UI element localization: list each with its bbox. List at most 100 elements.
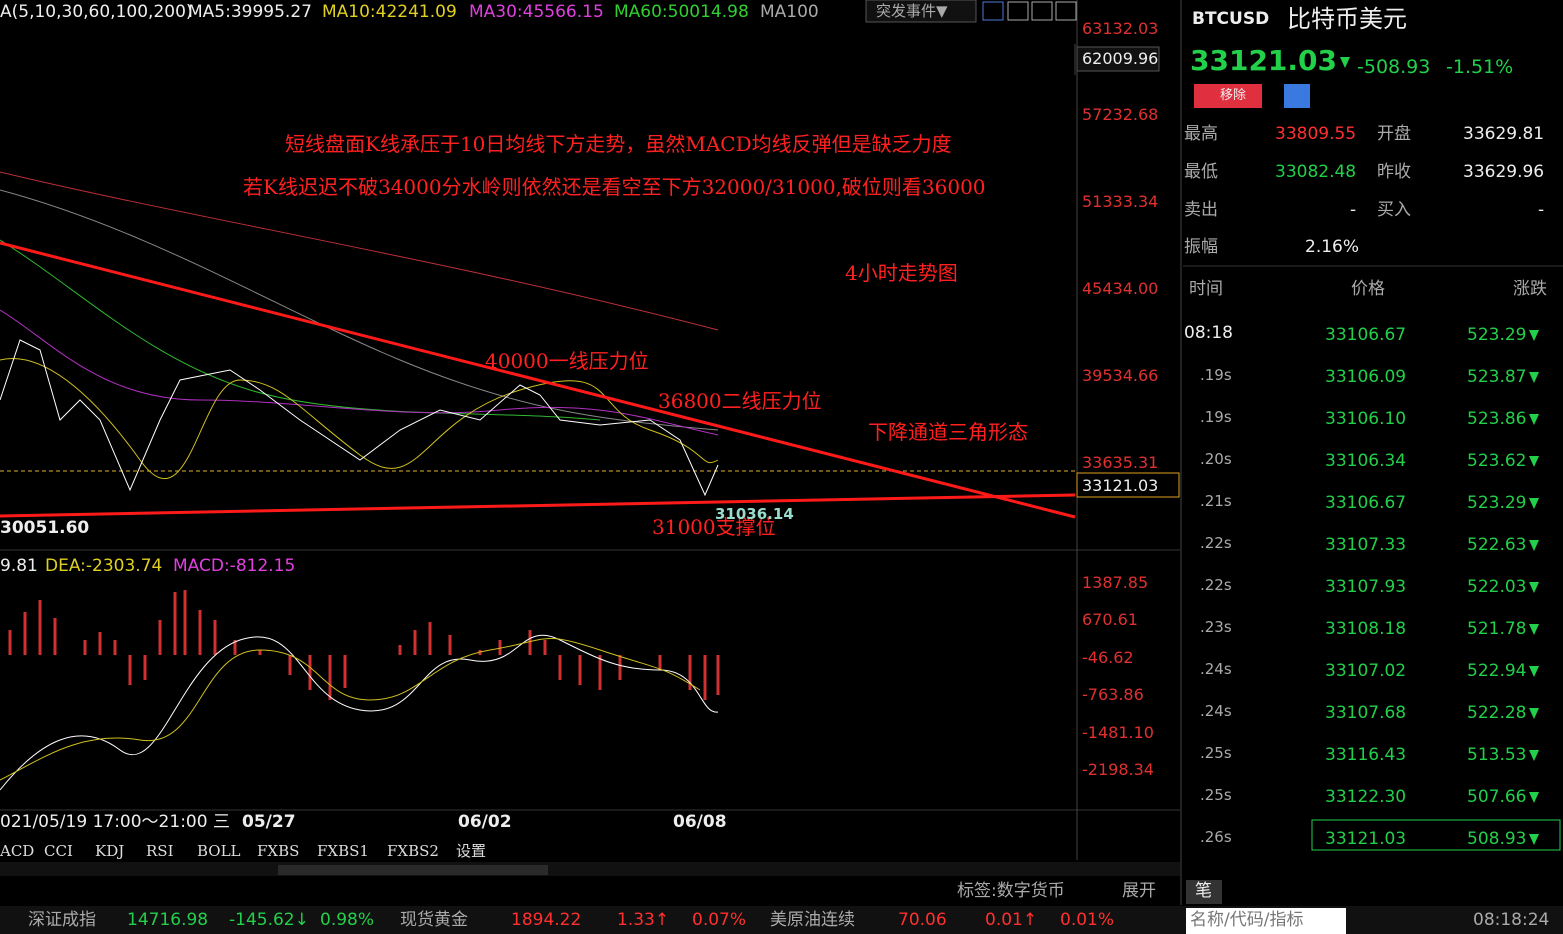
ticker-name: 美原油连续 <box>770 910 855 930</box>
support-line <box>0 493 1076 518</box>
ticker-value: 0.01% <box>1060 910 1115 930</box>
ma100 <box>0 189 719 431</box>
date-label: 05/27 <box>242 812 296 832</box>
ticker-value: 1.33↑ <box>617 910 670 930</box>
low-mark: 31036.14 <box>715 505 794 523</box>
trade-price: 33108.18 <box>1325 619 1407 639</box>
search[interactable]: 名称/代码/指标 <box>1190 910 1304 930</box>
macd: MACD:-812.15 <box>173 556 296 576</box>
macd-tick: -2198.34 <box>1082 760 1154 779</box>
date-label: 06/02 <box>458 812 512 832</box>
ma10: MA10:42241.09 <box>322 2 457 22</box>
trade-change: 522.63 <box>1467 534 1539 556</box>
remove-button[interactable] <box>1194 84 1262 108</box>
trend-line <box>0 241 1076 519</box>
stat-value: 2.16% <box>1305 237 1360 257</box>
trade-price: 33122.30 <box>1325 787 1407 807</box>
tab[interactable]: FXBS1 <box>317 842 369 860</box>
alert-button[interactable] <box>1284 84 1310 108</box>
dea: DEA:-2303.74 <box>45 556 163 576</box>
expand[interactable]: 展开 <box>1122 881 1156 901</box>
trade-price: 33107.68 <box>1325 703 1407 723</box>
stat-value: 33082.48 <box>1275 162 1357 182</box>
stat-value: 33629.81 <box>1463 124 1545 144</box>
ticker-name: 现货黄金 <box>400 910 468 930</box>
tab[interactable]: RSI <box>146 842 174 860</box>
price-line <box>0 339 719 497</box>
dif-line <box>0 634 719 791</box>
tab[interactable]: 设置 <box>456 842 487 860</box>
scrollbar[interactable] <box>0 862 1180 876</box>
ticker-value: 1894.22 <box>511 910 582 930</box>
pen[interactable]: 笔 <box>1195 881 1212 901</box>
pen-button[interactable] <box>1186 880 1222 904</box>
date-label: 021/05/19 17:00～21:00 三 <box>0 812 230 832</box>
stat-label: 买入 <box>1377 200 1411 220</box>
trade-change: 523.62 <box>1467 450 1539 472</box>
tab[interactable]: FXBS <box>257 842 300 860</box>
trade-price: 33106.67 <box>1325 493 1407 513</box>
price-tick: 62009.96 <box>1082 49 1159 68</box>
ticker-value: -145.62↓ <box>229 910 309 930</box>
tool-icon[interactable] <box>1055 1 1077 21</box>
trade-time: .24s <box>1200 702 1232 720</box>
trade-change: 507.66 <box>1467 786 1539 808</box>
tab[interactable]: BOLL <box>197 842 241 860</box>
stat-label: 昨收 <box>1377 162 1411 182</box>
stat-label: 最低 <box>1184 162 1218 182</box>
row-highlight <box>1311 819 1561 851</box>
annotation: 下降通道三角形态 <box>868 420 1028 444</box>
trade-time: 08:18 <box>1184 323 1233 343</box>
tool-icon[interactable] <box>1007 1 1029 21</box>
column-header: 价格 <box>1351 279 1385 299</box>
tab[interactable]: ACD <box>0 842 35 860</box>
annotation: 4小时走势图 <box>845 261 958 285</box>
remove-label[interactable]: 移除 <box>1220 88 1247 103</box>
tab[interactable]: KDJ <box>95 842 125 860</box>
trade-change: 522.03 <box>1467 576 1539 598</box>
tag: 标签:数字货币 <box>957 881 1065 901</box>
tool-icon[interactable] <box>1031 1 1053 21</box>
ma5: MA5:39995.27 <box>188 2 312 22</box>
tab[interactable]: CCI <box>44 842 73 860</box>
last-price-box <box>1076 472 1180 498</box>
trade-price: 33106.34 <box>1325 451 1407 471</box>
price-box <box>1076 46 1160 72</box>
tab[interactable]: FXBS2 <box>387 842 439 860</box>
trade-time: .23s <box>1200 618 1232 636</box>
trade-change: 523.87 <box>1467 366 1539 388</box>
stat-value: - <box>1350 200 1357 220</box>
menu-box[interactable] <box>865 0 977 23</box>
scroll-thumb[interactable] <box>278 865 548 875</box>
clock: 08:18:24 <box>1473 910 1550 930</box>
trade-time: .24s <box>1200 660 1232 678</box>
event-menu[interactable]: 突发事件▼ <box>876 2 948 20</box>
trade-price: 33107.02 <box>1325 661 1407 681</box>
trade-price: 33116.43 <box>1325 745 1407 765</box>
trade-change: 522.28 <box>1467 702 1539 724</box>
ticker-value: 0.98% <box>320 910 375 930</box>
stat-label: 卖出 <box>1184 200 1218 220</box>
stat-value: - <box>1538 200 1545 220</box>
search-box[interactable] <box>1186 908 1346 934</box>
change-pct: -1.51% <box>1446 56 1514 78</box>
macd-histogram <box>8 590 720 700</box>
macd-tick: 670.61 <box>1082 610 1138 629</box>
trade-change: 508.93 <box>1467 828 1539 850</box>
indicator: A(5,10,30,60,100,200) <box>0 2 193 22</box>
trade-price: 33106.10 <box>1325 409 1407 429</box>
dea-line <box>0 637 701 781</box>
price-tick: 33635.31 <box>1082 453 1159 472</box>
macd-tick: -46.62 <box>1082 648 1134 667</box>
macd-tick: 1387.85 <box>1082 573 1149 592</box>
tool-icon[interactable] <box>982 1 1004 21</box>
trade-price: 33107.93 <box>1325 577 1407 597</box>
ma60: MA60:50014.98 <box>614 2 749 22</box>
trade-price: 33121.03 <box>1325 829 1407 849</box>
ma30 <box>0 309 719 436</box>
trade-change: 522.94 <box>1467 660 1539 682</box>
ticker-name: 深证成指 <box>28 910 96 930</box>
trade-time: .22s <box>1200 576 1232 594</box>
symbol: BTCUSD <box>1192 9 1270 29</box>
